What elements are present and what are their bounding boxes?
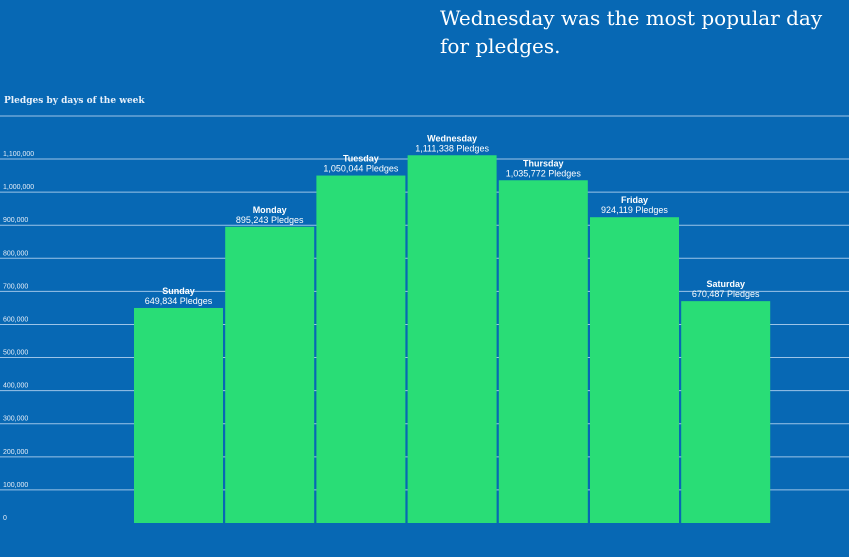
y-tick-label: 400,000 (3, 383, 28, 390)
y-axis-ticks: 0 100,000 200,000 300,000 400,000 500,000 600,… (3, 151, 34, 522)
bar-value-label: 670,487 Pledges (692, 289, 760, 299)
bar-friday (590, 217, 679, 523)
bar-saturday (681, 301, 771, 523)
chart-title: Pledges by days of the week (4, 96, 145, 106)
y-tick-label: 200,000 (3, 449, 28, 456)
y-tick-label: 1,100,000 (3, 151, 34, 158)
y-tick-label: 700,000 (3, 283, 28, 290)
bar-category-label: Thursday (523, 158, 564, 168)
bar-value-label: 1,111,338 Pledges (415, 143, 489, 153)
y-tick-label: 300,000 (3, 416, 28, 423)
y-tick-label: 500,000 (3, 350, 28, 357)
bar-category-label: Saturday (706, 279, 745, 289)
bar-thursday (498, 180, 588, 524)
bar-tuesday (316, 175, 406, 523)
bar-value-label: 1,035,772 Pledges (506, 168, 582, 178)
bar-value-label: 895,243 Pledges (236, 215, 304, 225)
bar-category-label: Wednesday (427, 133, 477, 143)
bar-value-label: 649,834 Pledges (145, 296, 213, 306)
bar-sunday (134, 307, 223, 523)
bar-wednesday (407, 155, 497, 523)
y-tick-label: 0 (3, 515, 7, 522)
y-tick-label: 1,000,000 (3, 184, 34, 191)
bar-value-label: 924,119 Pledges (601, 205, 668, 215)
bar-value-label: 1,050,044 Pledges (323, 164, 399, 174)
y-tick-label: 900,000 (3, 217, 28, 224)
bar-category-label: Monday (253, 205, 287, 215)
bar-category-label: Friday (621, 195, 648, 205)
bar-category-label: Tuesday (343, 154, 379, 164)
bar-monday (225, 226, 315, 524)
y-tick-label: 600,000 (3, 316, 28, 323)
headline: Wednesday was the most popular day for p… (440, 6, 823, 58)
y-tick-label: 800,000 (3, 250, 28, 257)
bar-category-label: Sunday (162, 286, 195, 296)
y-tick-label: 100,000 (3, 482, 28, 489)
bars (134, 155, 771, 524)
